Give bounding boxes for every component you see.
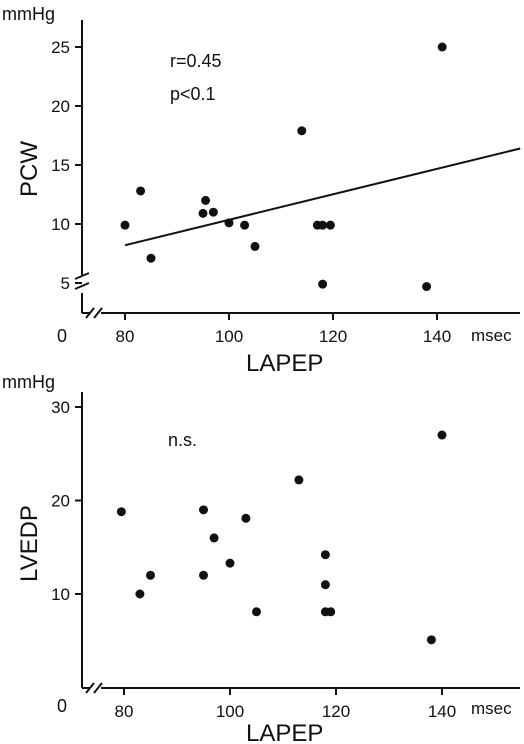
pcw-y-axis-break (74, 272, 90, 280)
pcw-data-point (120, 220, 130, 230)
pcw-data-point (318, 220, 328, 230)
pcw-data-point (297, 126, 307, 136)
pcw-x-unit: msec (471, 326, 512, 345)
lvedp-data-point (209, 533, 219, 543)
lvedp-y-axis-label: LVEDP (16, 505, 43, 582)
lvedp-x-axis-label: LAPEP (246, 720, 323, 744)
lvedp-y-tick-label: 30 (51, 398, 70, 417)
pcw-x-axis-break (93, 307, 103, 319)
pcw-x-tick-label: 100 (215, 327, 243, 346)
pcw-x-axis-label: LAPEP (246, 350, 323, 377)
lvedp-x-origin-label: 0 (57, 696, 67, 716)
pcw-y-tick-label: 25 (51, 38, 70, 57)
pcw-y-unit: mmHg (2, 4, 55, 24)
lvedp-data-point (252, 607, 261, 617)
lvedp-panel: mmHg 10 20 30 80 100 120 140 0 msec LAPEP LVE… (2, 372, 520, 744)
lvedp-data-point (135, 589, 145, 599)
lvedp-data-point (426, 635, 436, 645)
lvedp-x-tick-label: 120 (322, 702, 350, 721)
pcw-annotation-r: r=0.45 (170, 51, 222, 71)
lvedp-data-point (225, 558, 235, 568)
pcw-y-tick-label: 5 (61, 274, 70, 293)
pcw-y-axis-break (74, 282, 90, 290)
pcw-points (120, 42, 447, 292)
lvedp-y-ticks: 10 20 30 (51, 398, 82, 604)
lvedp-x-ticks: 80 100 120 140 (115, 688, 456, 721)
pcw-data-point (201, 195, 211, 205)
lvedp-x-tick-label: 100 (216, 702, 244, 721)
lvedp-data-point (294, 475, 304, 485)
pcw-data-point (240, 220, 250, 230)
lvedp-x-tick-label: 80 (115, 702, 134, 721)
lvedp-y-unit: mmHg (2, 372, 55, 392)
lvedp-points (116, 430, 447, 645)
pcw-x-tick-label: 80 (116, 327, 135, 346)
pcw-x-tick-label: 140 (423, 327, 451, 346)
lvedp-x-tick-label: 140 (428, 702, 456, 721)
pcw-data-point (136, 186, 146, 196)
lvedp-x-unit: msec (471, 699, 512, 718)
pcw-y-ticks: 5 10 15 20 25 (51, 38, 82, 293)
pcw-data-point (422, 282, 432, 292)
pcw-y-tick-label: 20 (51, 97, 70, 116)
lvedp-data-point (320, 550, 330, 560)
lvedp-y-tick-label: 20 (51, 492, 70, 511)
lvedp-data-point (199, 570, 208, 580)
pcw-data-point (146, 253, 156, 263)
lvedp-data-point (199, 505, 208, 515)
pcw-x-axis-break (85, 307, 95, 319)
pcw-y-tick-label: 15 (51, 156, 70, 175)
pcw-data-point (208, 207, 218, 217)
lvedp-annotation-ns: n.s. (168, 430, 197, 450)
pcw-x-ticks: 80 100 120 140 (116, 313, 451, 346)
pcw-data-point (437, 42, 447, 52)
pcw-regression-line (124, 147, 521, 247)
pcw-annotation-p: p<0.1 (170, 84, 216, 104)
lvedp-x-axis-break (93, 682, 103, 694)
lvedp-x-axis-break (85, 682, 95, 694)
pcw-x-tick-label: 120 (319, 327, 347, 346)
pcw-data-point (325, 220, 335, 230)
lvedp-data-point (320, 580, 330, 590)
pcw-y-axis-label: PCW (16, 141, 43, 197)
lvedp-data-point (241, 513, 251, 523)
pcw-y-tick-label: 10 (51, 215, 70, 234)
pcw-x-origin-label: 0 (57, 326, 67, 346)
lvedp-data-point (437, 430, 447, 440)
pcw-data-point (224, 218, 234, 228)
pcw-data-point (318, 279, 328, 289)
lvedp-data-point (326, 607, 336, 617)
pcw-data-point (198, 208, 208, 218)
lvedp-y-tick-label: 10 (51, 585, 70, 604)
lvedp-data-point (116, 507, 126, 517)
lvedp-data-point (146, 570, 155, 580)
pcw-data-point (250, 241, 260, 251)
